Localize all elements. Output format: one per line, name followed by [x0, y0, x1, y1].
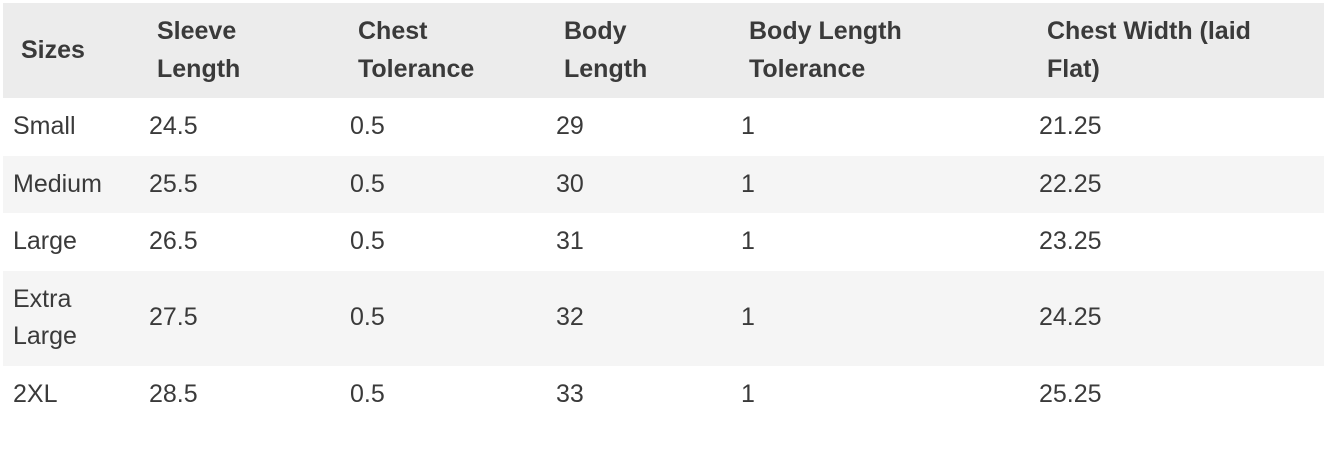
- column-header-sizes: Sizes: [3, 3, 139, 98]
- column-header-body-length-tolerance: Body Length Tolerance: [731, 3, 1029, 98]
- value-cell: 25.25: [1039, 379, 1102, 408]
- value-cell: 27.5: [139, 270, 340, 366]
- value-cell: 0.5: [340, 155, 546, 213]
- value-cell: 26.5: [149, 227, 198, 255]
- column-header-body-length: Body Length: [546, 3, 731, 98]
- column-header-chest-width-laid-flat: Chest Width (laid Flat): [1029, 3, 1324, 98]
- value-cell: 0.5: [350, 112, 385, 140]
- value-cell: 0.5: [350, 227, 385, 255]
- value-cell: 24.5: [149, 112, 198, 140]
- value-cell: 33: [556, 379, 584, 408]
- table-row-extra-large: Extra Large 27.5 0.5 32 1 24.25: [3, 270, 1324, 366]
- value-cell: 22.25: [1029, 155, 1324, 213]
- column-header-sleeve-length: Sleeve Length: [139, 3, 340, 98]
- value-cell: 28.5: [149, 379, 198, 408]
- value-cell: 1: [731, 155, 1029, 213]
- table-body: Small 24.5 0.5 29 1 21.25 Medium 25.5 0.5 30 1 22.2…: [3, 98, 1324, 423]
- value-cell: 29: [556, 112, 584, 140]
- size-chart-wrapper: Sizes Sleeve Length Chest Tolerance Body Le…: [3, 3, 1324, 423]
- table-row-medium: Medium 25.5 0.5 30 1 22.25: [3, 155, 1324, 213]
- table-row-small: Small 24.5 0.5 29 1 21.25: [3, 98, 1324, 156]
- value-cell: 32: [546, 270, 731, 366]
- value-cell: 1: [741, 112, 755, 140]
- value-cell: 1: [741, 227, 755, 255]
- value-cell: 0.5: [350, 379, 385, 408]
- value-cell: 23.25: [1039, 227, 1102, 255]
- value-cell: 30: [546, 155, 731, 213]
- value-cell: 1: [741, 379, 755, 408]
- row-label-cell: Large: [13, 227, 77, 255]
- table-header-row: Sizes Sleeve Length Chest Tolerance Body Le…: [3, 3, 1324, 98]
- row-label-cell: 2XL: [13, 379, 58, 408]
- size-chart-table: Sizes Sleeve Length Chest Tolerance Body Le…: [3, 3, 1324, 423]
- value-cell: 1: [731, 270, 1029, 366]
- row-label-cell: Medium: [3, 155, 139, 213]
- row-label-cell: Small: [13, 112, 76, 140]
- table-row-2xl: 2XL 28.5 0.5 33 1 25.25: [3, 366, 1324, 424]
- value-cell: 0.5: [340, 270, 546, 366]
- row-label-cell: Extra Large: [3, 270, 139, 366]
- table-row-large: Large 26.5 0.5 31 1 23.25: [3, 213, 1324, 271]
- column-header-chest-tolerance: Chest Tolerance: [340, 3, 546, 98]
- value-cell: 31: [556, 227, 584, 255]
- value-cell: 24.25: [1029, 270, 1324, 366]
- table-header: Sizes Sleeve Length Chest Tolerance Body Le…: [3, 3, 1324, 98]
- value-cell: 25.5: [139, 155, 340, 213]
- value-cell: 21.25: [1039, 112, 1102, 140]
